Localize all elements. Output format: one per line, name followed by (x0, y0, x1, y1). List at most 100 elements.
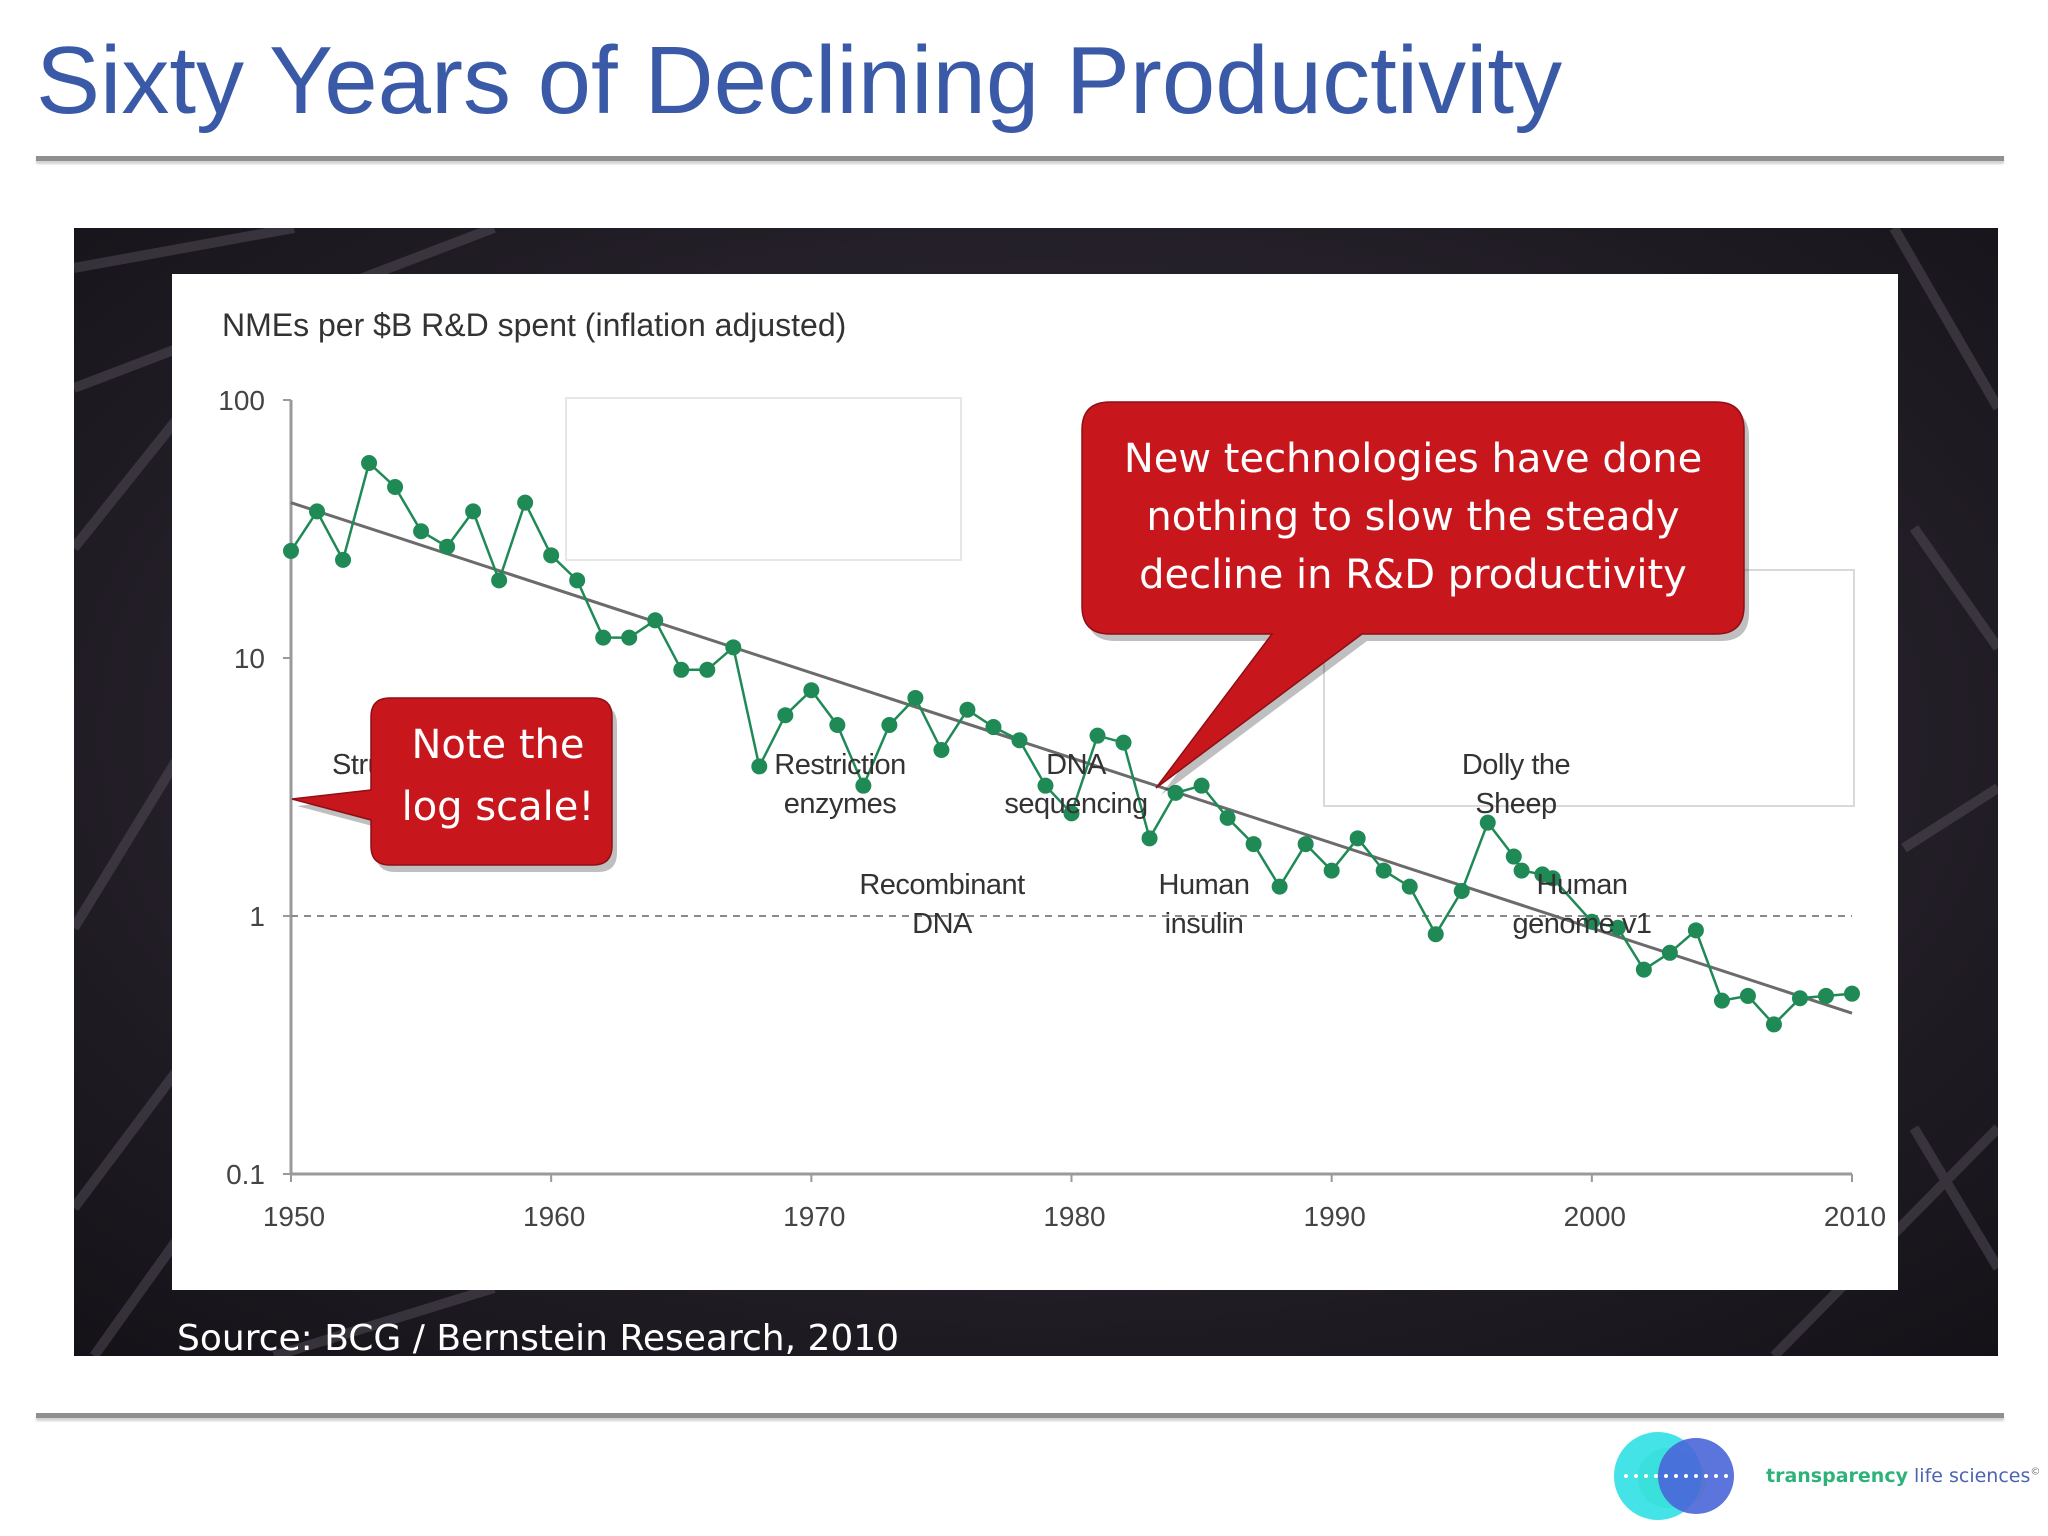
milestone-label: genome v1 (1513, 908, 1652, 940)
footer-divider (36, 1413, 2004, 1418)
callout-shape (291, 697, 613, 866)
company-logo-icon (1614, 1432, 1738, 1520)
data-point (1063, 805, 1080, 822)
data-point (387, 479, 404, 496)
data-point (465, 503, 482, 520)
data-point (1609, 919, 1626, 936)
data-point (1505, 848, 1522, 865)
data-point (1245, 836, 1262, 853)
data-point (699, 661, 716, 678)
data-point (1089, 727, 1106, 744)
data-point (881, 716, 898, 733)
data-point (751, 758, 768, 775)
data-point (491, 572, 508, 589)
data-point (1544, 870, 1561, 887)
callout-text: log scale! (402, 784, 595, 830)
data-point (1349, 830, 1366, 847)
milestone-label: Recombinant (859, 869, 1025, 901)
data-point (647, 612, 664, 629)
logo-mark: © (2030, 1466, 2041, 1478)
milestone-label: Human (1537, 869, 1628, 901)
data-point (1453, 882, 1470, 899)
data-point (1844, 985, 1860, 1002)
data-point (1375, 862, 1392, 879)
data-point (725, 639, 742, 656)
data-point (777, 707, 794, 724)
chart-axes: NMEs per $B R&D spent (inflation adjuste… (218, 307, 1886, 1232)
logo-text-light: life sciences (1914, 1465, 2031, 1487)
slide-title: Sixty Years of Declining Productivity (36, 27, 1563, 134)
data-point (1297, 836, 1314, 853)
data-point (1739, 987, 1756, 1004)
callout-text: Note the (411, 722, 584, 768)
data-point (517, 494, 534, 511)
data-point (595, 629, 612, 646)
x-tick-label: 1950 (263, 1201, 325, 1232)
milestone-label: DNA (912, 908, 973, 940)
data-point (1791, 990, 1808, 1007)
data-point (933, 741, 950, 758)
data-point (309, 503, 326, 520)
data-point (1513, 862, 1530, 879)
data-point (413, 523, 430, 540)
data-point (1219, 809, 1236, 826)
chart-panel: NMEs per $B R&D spent (inflation adjuste… (172, 274, 1898, 1290)
milestone-label: Human (1159, 869, 1250, 901)
milestone-label: DNA (1046, 749, 1107, 781)
data-point (1115, 734, 1132, 751)
data-point (1687, 922, 1704, 939)
milestone-label: enzymes (784, 788, 897, 820)
x-tick-label: 1980 (1043, 1201, 1105, 1232)
milestone-annotation: Human insulin (1159, 869, 1251, 940)
data-point (1011, 732, 1028, 749)
data-point (1713, 992, 1730, 1009)
milestone-annotation: Restriction enzymes (774, 749, 906, 820)
data-point (361, 454, 378, 471)
data-point (1661, 944, 1678, 961)
data-point (855, 777, 872, 794)
data-point (1141, 830, 1158, 847)
data-point (1583, 913, 1600, 930)
data-point (543, 547, 560, 564)
data-point (1271, 878, 1288, 895)
data-point (1401, 878, 1418, 895)
milestone-label: sequencing (1004, 788, 1147, 820)
title-divider (36, 156, 2004, 161)
callout-text: decline in R&D productivity (1139, 552, 1687, 598)
milestone-annotation: Dolly the Sheep (1462, 749, 1571, 820)
milestone-label: Restriction (774, 749, 906, 781)
milestone-annotation: Human genome v1 (1513, 869, 1653, 940)
data-point (1167, 784, 1184, 801)
log-scale-callout: Note the log scale! (291, 697, 617, 872)
data-point (569, 572, 586, 589)
data-point (959, 701, 976, 718)
milestone-label: insulin (1165, 908, 1244, 940)
chart-title: NMEs per $B R&D spent (inflation adjuste… (222, 307, 846, 343)
y-tick-label: 1 (249, 901, 265, 932)
data-point (283, 542, 299, 559)
milestone-annotation: Recombinant DNA (859, 869, 1025, 940)
data-point (907, 689, 924, 706)
productivity-chart: NMEs per $B R&D spent (inflation adjuste… (218, 307, 1886, 1232)
callout-text: New technologies have done (1124, 436, 1702, 482)
data-point (439, 538, 456, 555)
y-tick-label: 0.1 (226, 1159, 265, 1190)
data-point (1037, 777, 1054, 794)
bubble-layer: New technologies have done nothing to slo… (291, 401, 1749, 872)
milestone-label: Dolly the (1462, 749, 1570, 781)
x-tick-label: 2010 (1824, 1201, 1886, 1232)
callout-text: nothing to slow the steady (1146, 494, 1679, 540)
data-point (985, 719, 1002, 736)
logo-text-bold: transparency (1766, 1465, 1908, 1487)
data-point (1427, 926, 1444, 943)
milestone-label: Sheep (1475, 788, 1556, 820)
x-tick-label: 1970 (783, 1201, 845, 1232)
y-tick-label: 100 (218, 385, 265, 416)
x-tick-label: 2000 (1564, 1201, 1626, 1232)
y-tick-label: 10 (234, 643, 265, 674)
data-point (829, 716, 846, 733)
data-point (1817, 987, 1834, 1004)
data-point (1323, 862, 1340, 879)
series-layer (283, 454, 1860, 1033)
data-point (1479, 814, 1496, 831)
